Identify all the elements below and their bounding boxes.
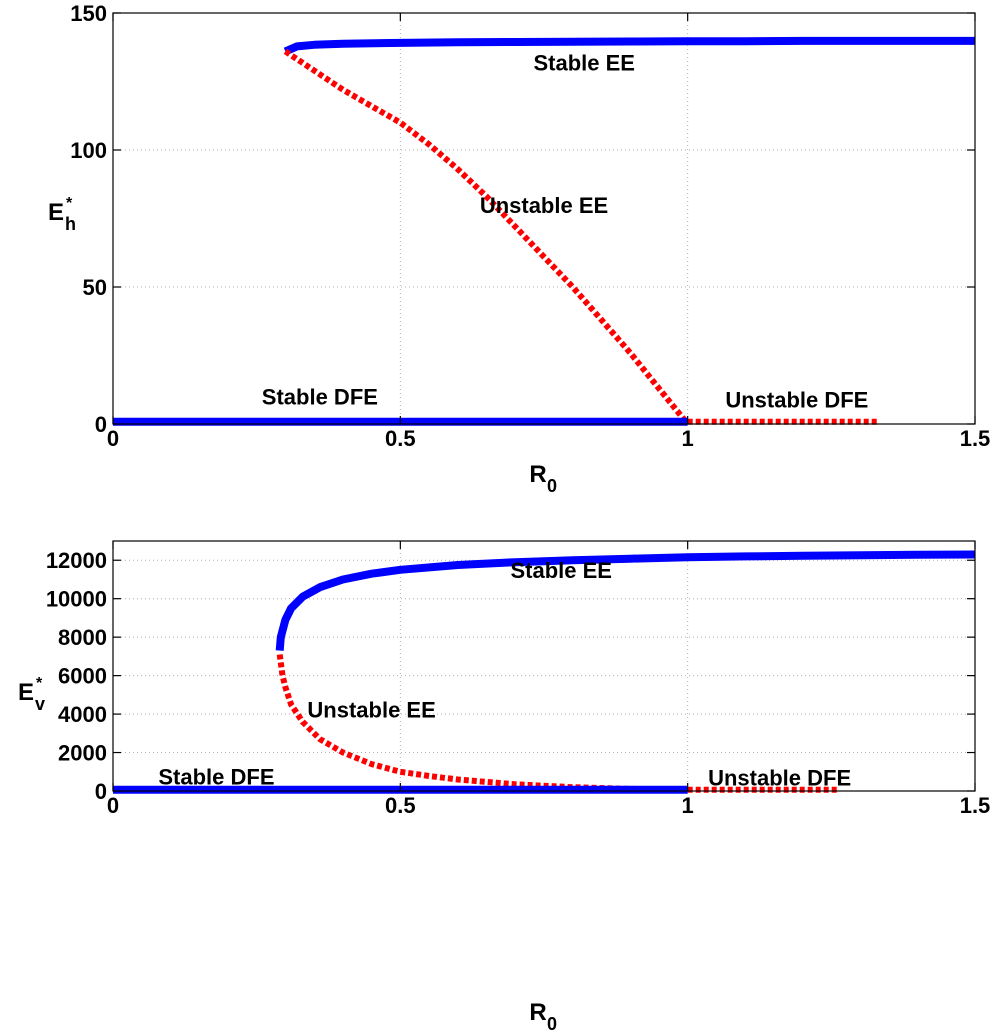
x-tick-label: 1.5 xyxy=(960,426,991,451)
x-tick-label: 0.5 xyxy=(385,426,416,451)
x-tick-label: 1 xyxy=(682,793,694,818)
y-axis-title-subscript: h xyxy=(65,214,76,234)
y-axis-title: E xyxy=(18,679,34,706)
x-tick-label: 0 xyxy=(107,426,119,451)
annotation-label: Stable DFE xyxy=(262,385,378,410)
stable-branch-line xyxy=(283,36,975,56)
y-axis-title-superscript: * xyxy=(36,675,43,692)
x-tick-label: 1 xyxy=(682,426,694,451)
annotation-label: Stable DFE xyxy=(158,765,274,790)
y-tick-label: 0 xyxy=(95,412,107,437)
y-tick-label: 100 xyxy=(70,138,107,163)
y-axis-title-subscript: v xyxy=(35,694,45,714)
x-axis-title: R xyxy=(529,461,546,488)
annotation-label: Unstable EE xyxy=(480,193,608,218)
y-tick-label: 0 xyxy=(95,779,107,804)
y-tick-label: 8000 xyxy=(58,625,107,650)
y-tick-label: 4000 xyxy=(58,702,107,727)
x-tick-label: 0 xyxy=(107,793,119,818)
annotation-label: Unstable EE xyxy=(307,697,435,722)
x-axis-title-subscript: 0 xyxy=(547,476,557,496)
unstable-branch-line xyxy=(283,48,691,426)
annotation-label: Stable EE xyxy=(510,558,611,583)
y-tick-label: 6000 xyxy=(58,664,107,689)
x-axis-title: R xyxy=(529,999,546,1026)
y-axis-title-superscript: * xyxy=(66,195,73,212)
y-axis-title: E xyxy=(48,199,64,226)
x-axis-title-subscript: 0 xyxy=(547,1014,557,1033)
y-tick-label: 10000 xyxy=(46,587,107,612)
annotation-label: Unstable DFE xyxy=(725,387,868,412)
y-tick-label: 50 xyxy=(83,275,107,300)
x-tick-label: 0.5 xyxy=(385,793,416,818)
x-tick-label: 1.5 xyxy=(960,793,991,818)
plot-area xyxy=(113,541,975,791)
y-tick-label: 2000 xyxy=(58,741,107,766)
y-tick-label: 12000 xyxy=(46,548,107,573)
annotation-label: Unstable DFE xyxy=(708,766,851,791)
stable-branch-line xyxy=(275,550,976,651)
y-tick-label: 150 xyxy=(70,1,107,26)
axes-frame xyxy=(112,540,976,792)
axes-frame xyxy=(112,12,976,425)
annotation-label: Stable EE xyxy=(533,50,634,75)
plot-area xyxy=(113,13,975,424)
